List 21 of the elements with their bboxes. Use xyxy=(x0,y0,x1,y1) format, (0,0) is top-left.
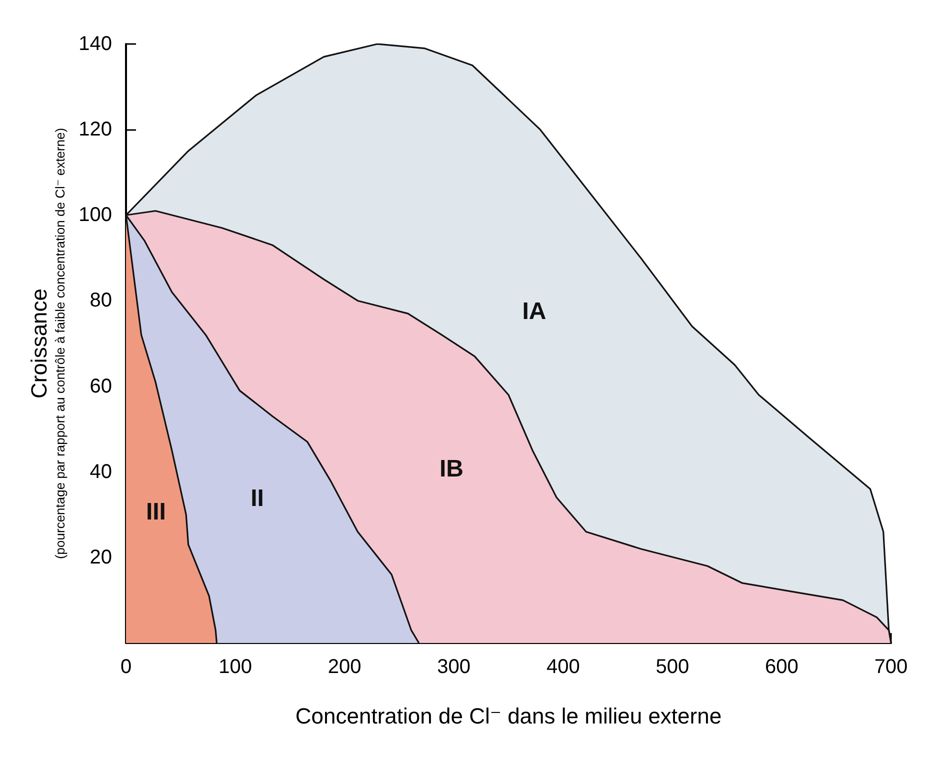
x-tick-label: 500 xyxy=(656,656,690,678)
x-tick-label: 300 xyxy=(437,656,471,678)
series-label: IA xyxy=(522,298,546,325)
y-axis-title: Croissance (pourcentage par rapport au contrôle à faible concentration de Cl⁻ externe) xyxy=(26,128,68,560)
series-label: III xyxy=(146,498,166,526)
x-tick-label: 200 xyxy=(328,656,362,678)
series-label: IB xyxy=(439,456,464,483)
series-label: II xyxy=(250,485,264,512)
x-tick-label: 400 xyxy=(546,656,580,678)
y-tick-label: 60 xyxy=(90,375,112,398)
x-axis-title: Concentration de Cl⁻ dans le milieu externe xyxy=(295,704,722,728)
y-tick-label: 140 xyxy=(78,33,112,55)
x-tick-label: 600 xyxy=(765,656,798,678)
x-tick-label: 100 xyxy=(218,656,252,678)
y-tick-label: 100 xyxy=(78,204,112,226)
y-tick-label: 40 xyxy=(90,460,112,483)
y-tick-label: 20 xyxy=(90,546,112,568)
x-tick-label: 0 xyxy=(120,656,132,678)
x-tick-label: 700 xyxy=(874,656,908,678)
y-tick-label: 120 xyxy=(78,118,112,141)
y-tick-label: 80 xyxy=(90,290,112,312)
